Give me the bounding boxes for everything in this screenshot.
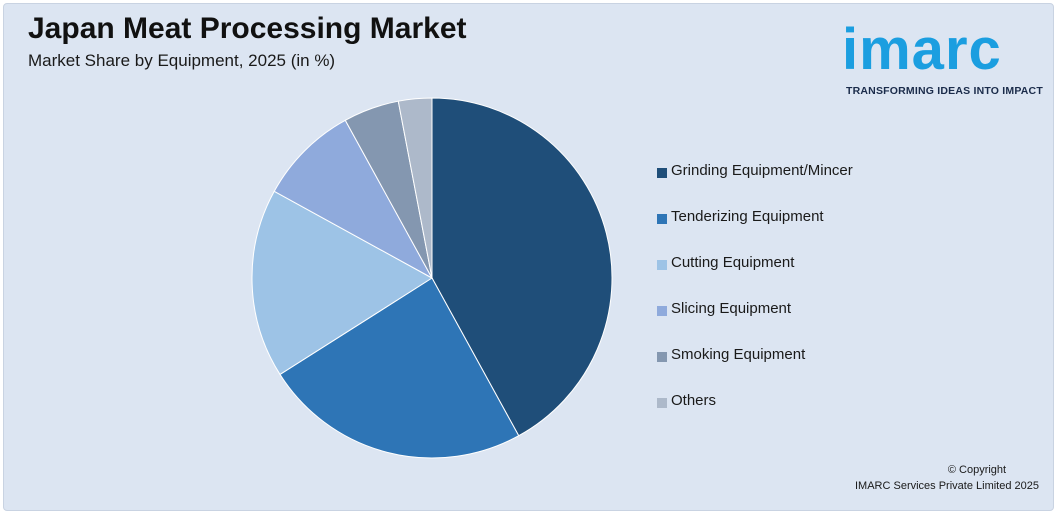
pie-slices (251, 97, 613, 459)
copyright-line-2: IMARC Services Private Limited 2025 (854, 480, 1039, 492)
legend-label: Others (671, 392, 717, 409)
logo-wordmark: imarc (842, 17, 1002, 82)
legend-label: Cutting Equipment (671, 254, 795, 271)
chart-title: Japan Meat Processing Market (28, 12, 467, 45)
legend-swatch (657, 352, 667, 362)
legend-swatch (657, 168, 667, 178)
legend-label: Slicing Equipment (671, 300, 792, 317)
legend-swatch (657, 398, 667, 408)
legend-swatch (657, 214, 667, 224)
legend-swatch (657, 260, 667, 270)
pie-slice-slicing-equipment (273, 119, 434, 280)
legend-label: Tenderizing Equipment (671, 208, 824, 225)
logo-tagline: TRANSFORMING IDEAS INTO IMPACT (846, 85, 1043, 97)
pie-slice-grinding-equipment-mincer (431, 97, 613, 437)
chart-subtitle: Market Share by Equipment, 2025 (in %) (28, 51, 336, 70)
legend-swatch (657, 306, 667, 316)
copyright-notice: © Copyright IMARC Services Private Limit… (855, 462, 1039, 494)
copyright-line-1: © Copyright (947, 464, 1007, 476)
pie-slice-tenderizing-equipment (279, 277, 520, 459)
legend-label: Grinding Equipment/Mincer (671, 162, 853, 179)
pie-slice-others (397, 97, 433, 279)
legend-label: Smoking Equipment (671, 346, 806, 363)
pie-slice-cutting-equipment (251, 190, 433, 376)
imarc-logo: imarc TRANSFORMING IDEAS INTO IMPACT (842, 10, 1046, 100)
